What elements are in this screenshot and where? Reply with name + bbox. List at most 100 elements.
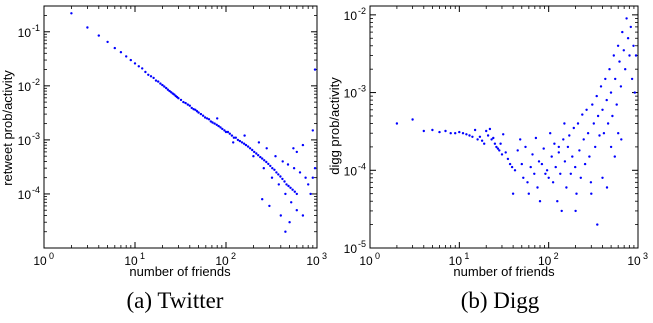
data-point xyxy=(510,165,514,169)
y-tick-label: 10 xyxy=(18,26,32,40)
data-point xyxy=(576,122,580,125)
data-point xyxy=(125,55,128,58)
data-point xyxy=(246,145,250,148)
panel-a-twitter: 10 0 10 1 10 2 10 310 -410 -310 -210 -1 number of f… xyxy=(0,5,327,313)
x-tick-label: 10 xyxy=(538,254,552,268)
data-point xyxy=(606,122,610,125)
data-point xyxy=(549,132,552,135)
y-tick-label-exponent: -1 xyxy=(32,23,40,33)
data-point xyxy=(267,162,270,166)
data-point xyxy=(559,172,562,175)
data-point xyxy=(526,181,529,184)
data-point xyxy=(159,82,162,85)
data-point xyxy=(471,135,474,138)
data-point xyxy=(550,155,553,158)
y-tick-label-exponent: -2 xyxy=(32,77,40,87)
data-point xyxy=(281,177,284,181)
data-point xyxy=(253,150,256,154)
data-point xyxy=(106,40,109,44)
data-point xyxy=(205,117,209,120)
x-tick-label: 10 xyxy=(124,254,138,268)
data-point xyxy=(556,200,559,203)
data-point xyxy=(454,132,457,135)
data-point xyxy=(281,160,284,163)
data-point xyxy=(152,76,155,80)
data-point xyxy=(261,157,264,160)
data-point xyxy=(605,186,609,189)
x-tick-label-exponent: 1 xyxy=(140,251,145,261)
data-point xyxy=(468,134,471,137)
data-point xyxy=(500,153,504,156)
data-point xyxy=(624,68,627,71)
data-point xyxy=(289,186,292,189)
data-point xyxy=(240,141,244,144)
data-point xyxy=(461,132,465,135)
data-point xyxy=(232,136,236,139)
data-point xyxy=(269,164,272,168)
data-point xyxy=(221,127,224,131)
data-point xyxy=(519,138,522,141)
data-point xyxy=(298,171,302,174)
data-point xyxy=(307,183,310,186)
data-point xyxy=(632,44,635,47)
data-point xyxy=(129,58,132,62)
data-point xyxy=(579,176,582,179)
data-point xyxy=(595,94,598,98)
data-point xyxy=(273,168,276,171)
data-point xyxy=(219,126,222,129)
data-point xyxy=(483,142,486,145)
x-tick-label: 10 xyxy=(359,254,373,268)
y-tick-label: 10 xyxy=(344,87,358,101)
data-point xyxy=(86,26,89,29)
data-point xyxy=(309,192,312,196)
data-point xyxy=(313,167,317,170)
y-tick-label-exponent: -5 xyxy=(358,239,366,249)
axis-ticks: 10 0 10 1 10 2 10 310 -510 -410 -310 -2 xyxy=(344,6,648,268)
data-point xyxy=(537,160,541,163)
data-point xyxy=(209,120,212,123)
data-point xyxy=(213,122,216,125)
data-point xyxy=(531,153,534,156)
data-point xyxy=(490,138,493,141)
data-point xyxy=(626,37,630,40)
data-point xyxy=(304,176,307,179)
data-point xyxy=(166,88,170,91)
data-point xyxy=(516,149,519,152)
data-point xyxy=(194,108,197,112)
x-tick-label-exponent: 3 xyxy=(643,251,648,261)
data-point xyxy=(619,85,623,88)
data-point xyxy=(195,110,199,113)
data-point xyxy=(279,214,282,217)
data-point xyxy=(199,112,203,116)
data-point xyxy=(545,169,549,172)
data-point xyxy=(582,138,585,141)
y-axis-label: retweet prob/activity xyxy=(0,70,15,186)
data-points xyxy=(70,12,317,233)
data-point xyxy=(197,111,200,114)
data-point xyxy=(265,147,268,150)
data-point xyxy=(277,173,280,176)
data-point xyxy=(154,79,158,82)
data-point xyxy=(620,138,623,141)
data-point xyxy=(201,114,205,117)
x-tick-label-exponent: 2 xyxy=(231,251,236,261)
data-point xyxy=(480,139,484,142)
data-point xyxy=(295,192,298,196)
data-point xyxy=(179,98,183,102)
data-point xyxy=(438,130,441,134)
data-point xyxy=(230,134,234,137)
data-point xyxy=(572,126,575,130)
data-point xyxy=(604,77,607,81)
data-point xyxy=(616,44,620,47)
data-point xyxy=(581,113,584,116)
data-point xyxy=(574,165,577,169)
data-point xyxy=(590,192,593,195)
data-point xyxy=(311,176,314,179)
data-point xyxy=(288,221,291,224)
data-point xyxy=(291,188,294,191)
x-tick-label-exponent: 3 xyxy=(322,251,327,261)
data-point xyxy=(598,134,601,137)
y-tick-label: 10 xyxy=(18,80,32,94)
data-point xyxy=(568,134,571,137)
data-point xyxy=(583,162,587,166)
